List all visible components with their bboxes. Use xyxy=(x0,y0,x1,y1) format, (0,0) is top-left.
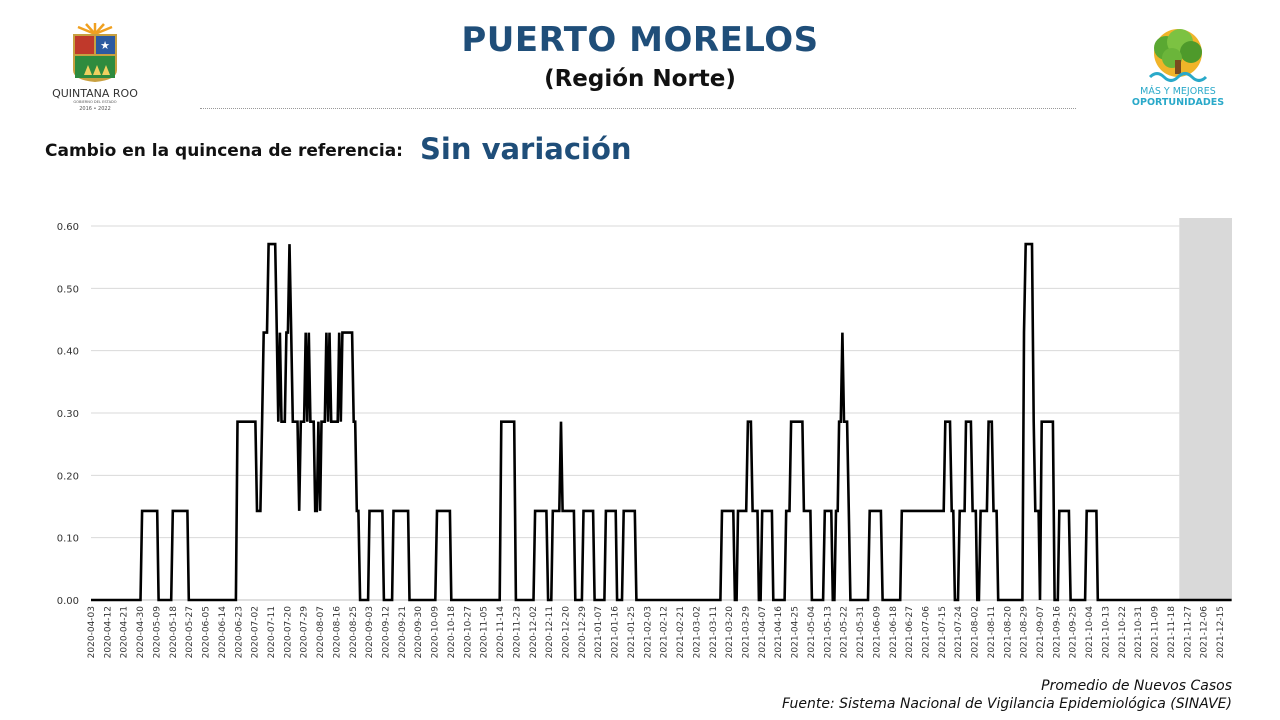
y-tick-label: 0.10 xyxy=(57,534,79,545)
x-tick-label: 2020-11-23 xyxy=(512,606,522,658)
tree-icon xyxy=(1154,29,1202,77)
x-tick-label: 2021-10-04 xyxy=(1085,606,1095,659)
x-tick-label: 2021-03-20 xyxy=(725,606,735,659)
x-tick-label: 2021-09-07 xyxy=(1036,606,1046,658)
x-tick-label: 2020-09-12 xyxy=(382,606,392,658)
y-tick-label: 0.50 xyxy=(57,284,79,295)
x-tick-label: 2020-04-21 xyxy=(120,606,130,658)
x-tick-label: 2020-07-11 xyxy=(267,606,277,658)
sun-rays-icon xyxy=(77,23,113,36)
x-tick-label: 2021-05-22 xyxy=(840,606,850,658)
x-tick-label: 2021-08-20 xyxy=(1003,606,1013,659)
x-tick-label: 2021-01-25 xyxy=(627,606,637,658)
logo-tagline: GOBIERNO DEL ESTADO xyxy=(73,100,116,104)
x-tick-label: 2021-04-07 xyxy=(758,606,768,658)
x-tick-label: 2021-03-11 xyxy=(709,606,719,658)
x-tick-label: 2021-03-29 xyxy=(741,606,751,659)
series-line xyxy=(91,242,1232,602)
x-tick-label: 2021-07-15 xyxy=(938,606,948,658)
x-tick-label: 2021-04-25 xyxy=(791,606,801,658)
x-tick-label: 2021-01-07 xyxy=(594,606,604,658)
x-tick-label: 2021-06-27 xyxy=(905,606,915,658)
forecast-shaded-region xyxy=(1179,218,1232,601)
x-tick-label: 2021-10-13 xyxy=(1101,606,1111,658)
x-tick-label: 2021-08-02 xyxy=(971,606,981,658)
page-subtitle: (Región Norte) xyxy=(544,66,736,92)
x-tick-label: 2020-06-14 xyxy=(218,606,228,659)
source-caption: Fuente: Sistema Nacional de Vigilancia E… xyxy=(782,696,1232,712)
series-caption: Promedio de Nuevos Casos xyxy=(1041,678,1232,694)
x-tick-label: 2020-11-05 xyxy=(480,606,490,658)
x-tick-label: 2020-05-09 xyxy=(152,606,162,659)
x-tick-label: 2021-08-11 xyxy=(987,606,997,658)
y-tick-label: 0.60 xyxy=(57,222,79,233)
x-tick-label: 2021-11-18 xyxy=(1167,606,1177,659)
x-tick-label: 2020-12-20 xyxy=(562,606,572,659)
x-tick-label: 2021-10-22 xyxy=(1118,606,1128,658)
x-tick-label: 2020-07-20 xyxy=(283,606,293,659)
y-tick-label: 0.40 xyxy=(57,347,79,358)
x-tick-label: 2020-09-30 xyxy=(414,606,424,659)
x-tick-label: 2020-12-11 xyxy=(545,606,555,658)
x-tick-label: 2020-10-18 xyxy=(447,606,457,659)
change-label: Cambio en la quincena de referencia: xyxy=(45,141,403,161)
x-tick-label: 2020-04-30 xyxy=(136,606,146,659)
x-tick-label: 2021-11-09 xyxy=(1151,606,1161,659)
quintana-roo-logo: ★ QUINTANA ROO GOBIERNO DEL ESTADO 2016 … xyxy=(52,23,138,112)
x-tick-label: 2020-06-05 xyxy=(202,606,212,658)
x-tick-label: 2021-01-16 xyxy=(611,606,621,659)
x-tick-label: 2020-09-21 xyxy=(398,606,408,658)
y-tick-label: 0.20 xyxy=(57,471,79,482)
x-tick-label: 2020-12-29 xyxy=(578,606,588,659)
y-tick-label: 0.00 xyxy=(57,596,79,607)
x-tick-label: 2021-06-18 xyxy=(889,606,899,659)
mas-y-mejores-oportunidades-logo: MÁS Y MEJORES OPORTUNIDADES xyxy=(1132,29,1224,108)
logo-line1: MÁS Y MEJORES xyxy=(1140,85,1216,97)
x-tick-label: 2021-05-04 xyxy=(807,606,817,659)
x-tick-label: 2021-09-25 xyxy=(1069,606,1079,658)
x-tick-label: 2021-08-29 xyxy=(1020,606,1030,659)
logo-line2: OPORTUNIDADES xyxy=(1132,97,1224,108)
svg-text:★: ★ xyxy=(100,39,110,52)
x-tick-label: 2021-10-31 xyxy=(1134,606,1144,658)
x-tick-label: 2021-05-13 xyxy=(823,606,833,658)
x-tick-label: 2020-12-02 xyxy=(529,606,539,658)
x-tick-label: 2020-09-03 xyxy=(365,606,375,658)
x-tick-label: 2020-08-25 xyxy=(349,606,359,658)
x-tick-label: 2021-12-06 xyxy=(1200,606,1210,659)
x-tick-label: 2021-11-27 xyxy=(1183,606,1193,658)
x-tick-label: 2020-10-09 xyxy=(431,606,441,659)
logo-years: 2016 • 2022 xyxy=(79,106,111,112)
x-tick-label: 2021-05-31 xyxy=(856,606,866,658)
waves-icon xyxy=(1148,72,1208,82)
x-tick-label: 2020-08-16 xyxy=(332,606,342,659)
x-tick-label: 2021-02-21 xyxy=(676,606,686,658)
y-tick-label: 0.30 xyxy=(57,409,79,420)
x-tick-label: 2020-08-07 xyxy=(316,606,326,658)
x-tick-label: 2020-07-02 xyxy=(251,606,261,658)
x-tick-label: 2020-05-27 xyxy=(185,606,195,658)
x-tick-label: 2021-12-15 xyxy=(1216,606,1226,658)
x-tick-label: 2020-04-12 xyxy=(103,606,113,658)
x-tick-label: 2021-09-16 xyxy=(1052,606,1062,659)
x-tick-label: 2021-02-03 xyxy=(643,606,653,658)
header-divider xyxy=(200,108,1076,109)
x-tick-label: 2021-04-16 xyxy=(774,606,784,659)
x-tick-label: 2020-06-23 xyxy=(234,606,244,658)
x-tick-label: 2020-05-18 xyxy=(169,606,179,659)
x-tick-label: 2021-07-06 xyxy=(921,606,931,659)
x-tick-label: 2020-10-27 xyxy=(463,606,473,658)
x-tick-label: 2020-04-03 xyxy=(87,606,97,658)
page-title: PUERTO MORELOS xyxy=(461,20,819,60)
x-tick-label: 2021-03-02 xyxy=(692,606,702,658)
x-tick-label: 2020-07-29 xyxy=(300,606,310,659)
x-tick-label: 2021-07-24 xyxy=(954,606,964,659)
x-tick-label: 2021-06-09 xyxy=(872,606,882,659)
logo-name: QUINTANA ROO xyxy=(52,87,138,100)
x-tick-label: 2021-02-12 xyxy=(660,606,670,658)
change-value: Sin variación xyxy=(420,132,632,166)
x-tick-label: 2020-11-14 xyxy=(496,606,506,659)
